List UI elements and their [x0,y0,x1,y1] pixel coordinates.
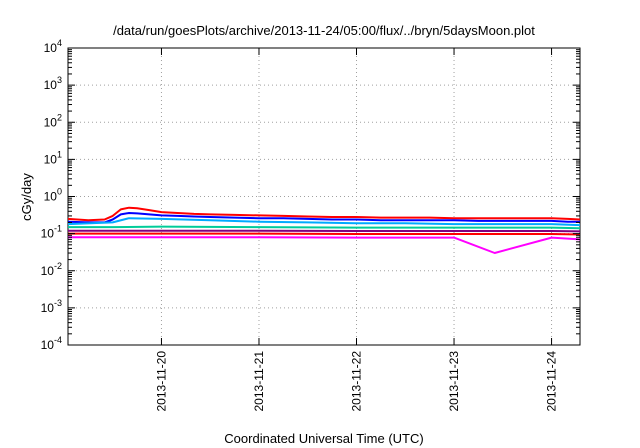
x-axis-label: Coordinated Universal Time (UTC) [224,431,423,446]
y-tick-label: 10-1 [41,224,62,241]
y-tick-exponent: -3 [54,298,62,308]
series-line-6 [68,232,581,236]
y-tick-label: 102 [44,112,62,129]
y-tick-base: 10 [44,78,58,92]
series-line-4 [68,225,581,230]
series-line-5 [68,229,581,233]
y-tick-label: 10-2 [41,261,62,278]
x-tick-label: 2013-11-20 [154,351,168,412]
y-tick-exponent: -2 [54,261,62,271]
y-tick-label: 101 [44,149,62,166]
y-tick-base: 10 [44,41,58,55]
y-tick-label: 104 [44,38,62,55]
y-tick-base: 10 [41,264,55,278]
y-tick-base: 10 [44,152,58,166]
x-tick-label: 2013-11-21 [252,351,266,412]
x-tick-label: 2013-11-23 [447,351,461,412]
series-layer [67,206,581,254]
series-line-7 [68,236,581,254]
y-tick-label: 10-4 [41,335,62,352]
chart-title: /data/run/goesPlots/archive/2013-11-24/0… [113,23,535,38]
x-tick-label: 2013-11-24 [545,351,559,412]
series-line-1 [67,206,581,222]
y-tick-exponent: -4 [54,335,62,345]
y-tick-base: 10 [41,227,55,241]
series-line-3 [67,217,581,227]
y-tick-label: 103 [44,75,62,92]
y-tick-label: 10-3 [41,298,62,315]
y-tick-base: 10 [44,115,58,129]
y-tick-base: 10 [41,338,55,352]
y-tick-exponent: 0 [57,187,62,197]
y-tick-exponent: 2 [57,112,62,122]
y-tick-label: 100 [44,187,62,204]
y-tick-exponent: 1 [57,149,62,159]
series-line-2 [67,212,580,224]
y-tick-base: 10 [41,301,55,315]
y-tick-exponent: 4 [57,38,62,48]
x-axis: 2013-11-20 2013-11-21 2013-11-22 2013-11-23… [154,48,559,412]
y-tick-base: 10 [44,190,58,204]
y-tick-exponent: 3 [57,75,62,85]
y-axis-label: cGy/day [19,173,34,221]
y-tick-exponent: -1 [54,224,62,234]
x-tick-label: 2013-11-22 [350,351,364,412]
